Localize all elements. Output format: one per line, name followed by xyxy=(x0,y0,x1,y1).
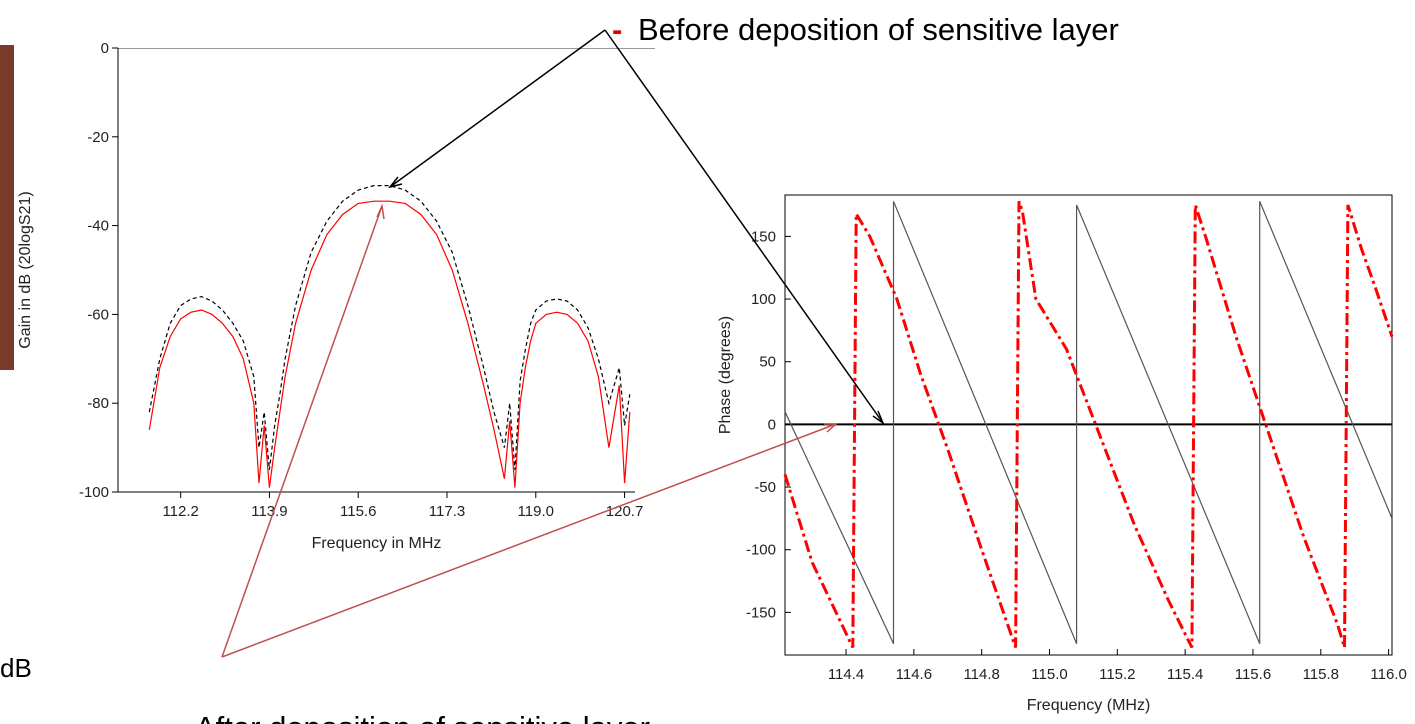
x-axis-label: Frequency (MHz) xyxy=(1027,697,1151,714)
x-tick-label: 114.4 xyxy=(828,666,864,683)
x-tick-label: 115.8 xyxy=(1303,666,1339,683)
arrow-head xyxy=(376,203,385,220)
arrow xyxy=(221,205,383,658)
x-tick-label: 116.0 xyxy=(1370,666,1406,683)
x-tick-label: 115.6 xyxy=(1235,666,1271,683)
y-tick-label: -80 xyxy=(87,395,109,412)
arrow-head xyxy=(388,176,403,189)
arrow xyxy=(604,29,884,424)
arrow-head xyxy=(824,423,838,433)
x-tick-label: 115.0 xyxy=(1031,666,1067,683)
legend-box-edge xyxy=(118,48,655,49)
before-marker: - xyxy=(612,12,622,47)
x-axis-label: Frequency in MHz xyxy=(312,535,442,552)
y-tick-label: -50 xyxy=(754,479,776,496)
y-tick-label: -100 xyxy=(79,484,109,501)
series-line xyxy=(783,200,1394,649)
y-axis-label: Gain in dB (20logS21) xyxy=(17,191,34,348)
arrow-head xyxy=(872,410,885,426)
photo-edge xyxy=(0,45,14,370)
y-tick-label: 0 xyxy=(768,416,776,433)
y-tick-label: -150 xyxy=(746,604,776,621)
x-tick-label: 112.2 xyxy=(162,503,198,520)
x-tick-label: 120.7 xyxy=(606,503,644,520)
x-tick-label: 115.4 xyxy=(1167,666,1203,683)
x-tick-label: 117.3 xyxy=(429,503,465,520)
after-label: After deposition of sensitive layer xyxy=(195,710,650,724)
y-tick-label: 0 xyxy=(101,40,109,57)
series-line xyxy=(148,185,631,470)
arrow xyxy=(389,29,606,188)
y-tick-label: 100 xyxy=(751,291,776,308)
x-tick-label: 114.8 xyxy=(963,666,999,683)
y-tick-label: 150 xyxy=(751,228,776,245)
x-tick-label: 114.6 xyxy=(896,666,932,683)
arrow xyxy=(221,423,837,658)
x-tick-label: 115.6 xyxy=(340,503,376,520)
y-tick-label: 50 xyxy=(759,354,776,371)
y-tick-label: -20 xyxy=(87,129,109,146)
x-tick-label: 113.9 xyxy=(251,503,287,520)
arrows xyxy=(221,29,885,658)
y-axis-label: Phase (degrees) xyxy=(717,316,734,434)
y-tick-label: -40 xyxy=(87,218,109,235)
db-label: dB xyxy=(0,653,32,683)
y-tick-label: -100 xyxy=(746,542,776,559)
charts: 0 -20 -40 -60 -80 -100 112.2 113.9 115.6 117.3 119… xyxy=(17,40,1407,714)
series-line xyxy=(148,200,631,488)
y-tick-label: -60 xyxy=(87,306,109,323)
before-label: Before deposition of sensitive layer xyxy=(638,12,1119,47)
x-tick-label: 119.0 xyxy=(518,503,554,520)
series-line xyxy=(784,201,1393,644)
x-tick-label: 115.2 xyxy=(1099,666,1135,683)
